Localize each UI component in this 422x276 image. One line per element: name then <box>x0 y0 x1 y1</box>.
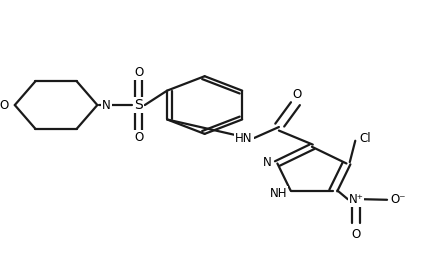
Text: O: O <box>293 87 302 100</box>
Text: O: O <box>134 66 143 79</box>
Text: O: O <box>0 99 9 112</box>
Text: O⁻: O⁻ <box>391 193 406 206</box>
Text: N: N <box>102 99 111 112</box>
Text: O: O <box>134 131 143 144</box>
Text: NH: NH <box>270 187 287 200</box>
Text: N: N <box>263 156 271 169</box>
Text: Cl: Cl <box>360 131 371 145</box>
Text: S: S <box>134 98 143 112</box>
Text: HN: HN <box>235 131 253 145</box>
Text: N⁺: N⁺ <box>349 193 363 206</box>
Text: O: O <box>352 229 361 242</box>
